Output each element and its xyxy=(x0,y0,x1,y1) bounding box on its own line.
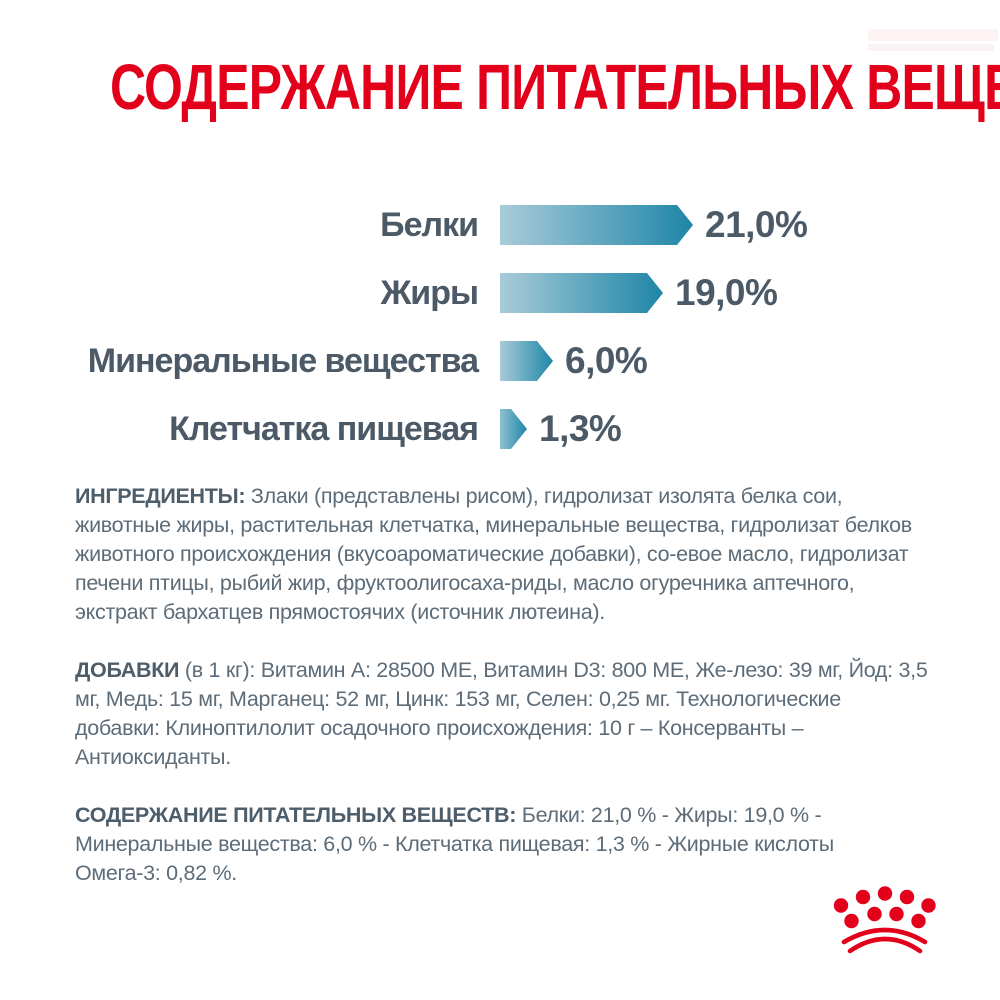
additives-heading-suffix: (в 1 кг): xyxy=(184,658,256,682)
royal-canin-crown-logo xyxy=(833,886,936,954)
paragraph-line: Минеральные вещества: 6,0 % - Клетчатка … xyxy=(75,832,834,856)
paragraph-line: печени птицы, рыбий жир, фруктоолигосаха… xyxy=(75,571,855,595)
nutrient-content-paragraph: СОДЕРЖАНИЕ ПИТАТЕЛЬНЫХ ВЕЩЕСТВ: Белки: 2… xyxy=(75,801,955,888)
bar-category-label: Минеральные вещества xyxy=(87,341,479,380)
chart-row-fats: Жиры 19,0% xyxy=(0,272,1000,313)
additives-heading: ДОБАВКИ xyxy=(75,658,180,682)
bar-minerals xyxy=(500,341,553,381)
paragraph-line: Злаки (представлены рисом), гидролизат и… xyxy=(250,484,843,508)
bar-proteins xyxy=(500,205,693,245)
bar-value-label: 19,0% xyxy=(675,272,778,313)
page-title: СОДЕРЖАНИЕ ПИТАТЕЛЬНЫХ ВЕЩЕСТВ xyxy=(110,51,1000,123)
bar-fats xyxy=(500,273,663,313)
paragraph-line: Омега-3: 0,82 %. xyxy=(75,861,237,885)
nutrition-bar-chart: Белки 21,0% Жиры 19 xyxy=(0,204,1000,477)
bar-value-label: 6,0% xyxy=(565,340,648,381)
bar-category-label: Жиры xyxy=(380,273,479,312)
paragraph-line: животного происхождения (вкусоароматичес… xyxy=(75,542,909,566)
paragraph-line: Витамин А: 28500 МЕ, Витамин D3: 800 МЕ,… xyxy=(260,658,928,682)
bar-category-label: Клетчатка пищевая xyxy=(169,409,479,448)
bar-category-label: Белки xyxy=(380,205,479,244)
ingredients-heading: ИНГРЕДИЕНТЫ: xyxy=(75,484,246,508)
paragraph-line: Белки: 21,0 % - Жиры: 19,0 % - xyxy=(521,803,822,827)
faint-watermark-artifact xyxy=(868,29,998,41)
chart-row-proteins: Белки 21,0% xyxy=(0,204,1000,245)
label-text-block: ИНГРЕДИЕНТЫ: Злаки (представлены рисом),… xyxy=(75,482,955,917)
paragraph-line: Антиоксиданты. xyxy=(75,745,231,769)
nutrient-content-heading: СОДЕРЖАНИЕ ПИТАТЕЛЬНЫХ ВЕЩЕСТВ: xyxy=(75,803,517,827)
additives-paragraph: ДОБАВКИ (в 1 кг): Витамин А: 28500 МЕ, В… xyxy=(75,656,955,772)
chart-row-minerals: Минеральные вещества 6,0% xyxy=(0,340,1000,381)
bar-fiber xyxy=(500,409,527,449)
paragraph-line: мг, Медь: 15 мг, Марганец: 52 мг, Цинк: … xyxy=(75,687,841,711)
paragraph-line: добавки: Клиноптилолит осадочного происх… xyxy=(75,716,804,740)
ingredients-paragraph: ИНГРЕДИЕНТЫ: Злаки (представлены рисом),… xyxy=(75,482,955,627)
paragraph-line: экстракт бархатцев прямостоячих (источни… xyxy=(75,600,605,624)
bar-value-label: 1,3% xyxy=(539,408,622,449)
faint-watermark-artifact xyxy=(868,44,994,51)
bar-value-label: 21,0% xyxy=(705,204,808,245)
chart-row-fiber: Клетчатка пищевая 1,3% xyxy=(0,408,1000,449)
paragraph-line: животные жиры, растительная клетчатка, м… xyxy=(75,513,912,537)
